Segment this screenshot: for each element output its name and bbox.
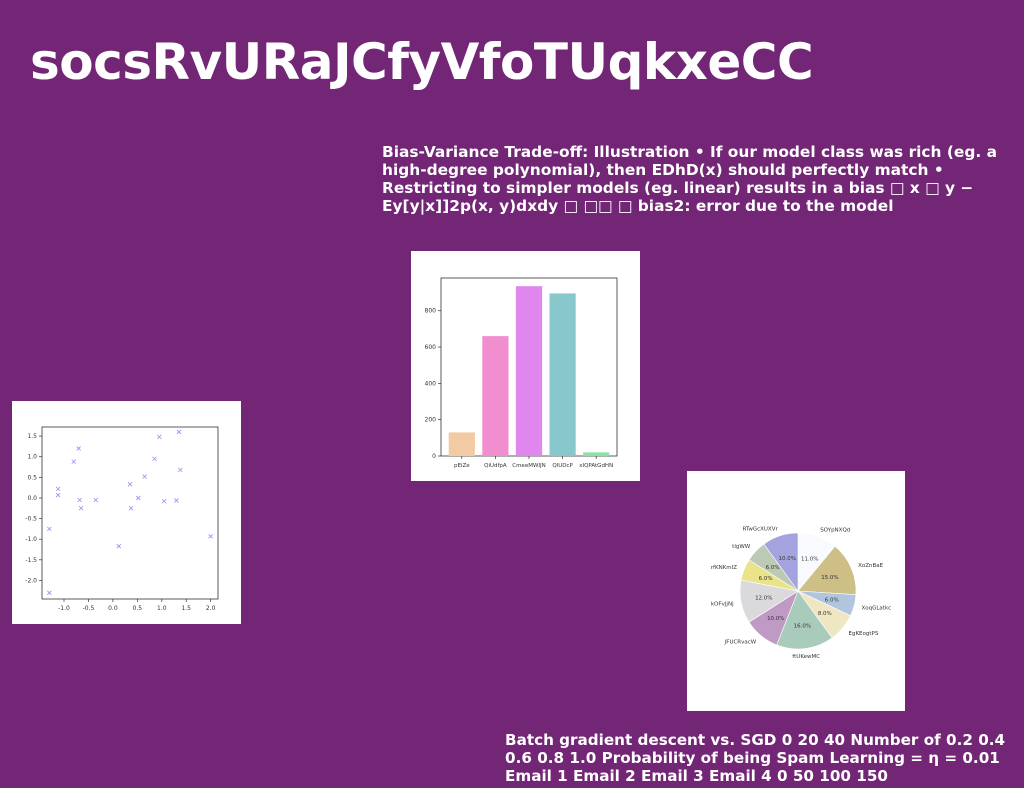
- pie-slice-label: tlgWW: [732, 544, 751, 550]
- pie-pct-label: 8.0%: [818, 611, 832, 617]
- scatter-point: [71, 459, 77, 464]
- scatter-point: [152, 456, 157, 462]
- body-text-gradient-descent: Batch gradient descent vs. SGD 0 20 40 N…: [505, 731, 1006, 785]
- scatter-point: [142, 474, 147, 479]
- scatter-point: [127, 482, 133, 487]
- y-tick-label: 400: [425, 380, 437, 387]
- pie-slice-label: XoZnBaE: [858, 563, 884, 569]
- scatter-point: [76, 446, 81, 451]
- bar: [515, 286, 543, 456]
- pie-slice-label: rfKNKmIZ: [711, 565, 738, 571]
- x-tick-label: QiUdfpA: [484, 463, 507, 469]
- scatter-point: [161, 498, 167, 504]
- bar-chart: 0 200 400 600 800 pEiZe QiUdfpA CmeeMWIJN QIUDcP…: [425, 277, 618, 469]
- y-tick-label: 600: [425, 344, 437, 351]
- pie-slice-label: RTwGcXUXVr: [742, 527, 778, 533]
- x-tick-label: 0.0: [108, 605, 118, 612]
- pie-slice: [797, 545, 857, 595]
- y-tick-label: -2.0: [25, 577, 37, 584]
- x-tick-label: -0.5: [83, 605, 95, 612]
- x-tick-label: 1.5: [181, 605, 191, 612]
- pie-chart: 11.0% SOYpNXQd 15.0% XoZnBaE 6.0% XoqGLatkc 8.…: [711, 527, 891, 660]
- y-tick-label: 800: [425, 308, 437, 315]
- pie-pct-label: 6.0%: [759, 576, 773, 582]
- pie-slice: [763, 532, 799, 592]
- pie-slice-label: EgKEogtPS: [848, 631, 878, 637]
- bar: [482, 336, 509, 456]
- scatter-point: [174, 498, 179, 503]
- pie-pct-label: 12.0%: [755, 596, 772, 602]
- bar-chart-card: 0 200 400 600 800 pEiZe QiUdfpA CmeeMWIJN QIUDcP…: [411, 251, 640, 481]
- scatter-point: [47, 590, 52, 596]
- pie-chart-card: 11.0% SOYpNXQd 15.0% XoZnBaE 6.0% XoqGLatkc 8.…: [687, 471, 905, 711]
- bar: [549, 293, 576, 456]
- x-tick-label: -1.0: [58, 605, 70, 612]
- y-tick-label: 1.5: [27, 433, 37, 440]
- y-tick-label: 0.0: [27, 495, 37, 502]
- slide-title: socsRvURaJCfyVfoTUqkxeCC: [30, 33, 814, 91]
- scatter-point: [128, 505, 134, 511]
- pie-pct-label: 6.0%: [766, 565, 780, 571]
- y-tick-label: -1.0: [25, 536, 37, 543]
- pie-slice: [776, 590, 833, 650]
- scatter-point: [157, 434, 162, 440]
- y-tick-label: 0.5: [27, 474, 37, 481]
- x-tick-label: xIQPAtGdHN: [579, 463, 613, 469]
- y-tick-label: 200: [425, 417, 437, 424]
- x-tick-label: QIUDcP: [552, 463, 573, 469]
- body-text-bias-variance: Bias-Variance Trade-off: Illustration • …: [382, 143, 997, 215]
- scatter-chart-card: -1.0 -0.5 0.0 0.5 1.0 1.5 2.0 1.5 1.0 0.5 0.0 -0.5 -…: [12, 401, 241, 624]
- scatter-point: [93, 497, 99, 503]
- scatter-point: [55, 492, 61, 498]
- x-tick-label: 2.0: [206, 605, 216, 612]
- x-tick-label: 0.5: [133, 605, 143, 612]
- pie-slice-label: ftUKewMC: [792, 654, 820, 660]
- bar: [448, 432, 475, 456]
- pie-pct-label: 11.0%: [801, 556, 818, 562]
- x-tick-label: pEiZe: [454, 463, 470, 469]
- scatter-point: [78, 505, 84, 511]
- y-tick-label: 1.0: [27, 454, 37, 461]
- scatter-point: [176, 429, 182, 435]
- pie-pct-label: 16.0%: [794, 624, 811, 630]
- pie-slice-label: XoqGLatkc: [861, 605, 891, 611]
- scatter-point: [136, 495, 141, 501]
- pie-pct-label: 10.0%: [767, 616, 784, 622]
- pie-pct-label: 6.0%: [825, 598, 839, 604]
- scatter-point: [47, 526, 52, 532]
- y-tick-label: 0: [432, 453, 436, 460]
- plot-frame: [41, 426, 219, 600]
- y-tick-label: -0.5: [25, 516, 37, 523]
- scatter-point: [178, 467, 183, 473]
- scatter-point: [55, 486, 61, 492]
- pie-slice-label: SOYpNXQd: [820, 527, 850, 533]
- scatter-chart: -1.0 -0.5 0.0 0.5 1.0 1.5 2.0 1.5 1.0 0.5 0.0 -0.5 -…: [25, 426, 219, 612]
- y-tick-label: -1.5: [25, 557, 37, 564]
- pie-pct-label: 15.0%: [821, 575, 838, 581]
- pie-slice-label: JFUCRvacW: [724, 639, 757, 645]
- x-tick-label: CmeeMWIJN: [512, 463, 546, 469]
- pie-pct-label: 10.0%: [779, 556, 796, 562]
- scatter-point: [116, 543, 122, 549]
- scatter-point: [77, 497, 82, 503]
- pie-slice-label: kOFvJjNj: [711, 601, 734, 607]
- scatter-point: [208, 534, 213, 539]
- x-tick-label: 1.0: [157, 605, 167, 612]
- bar: [583, 452, 610, 456]
